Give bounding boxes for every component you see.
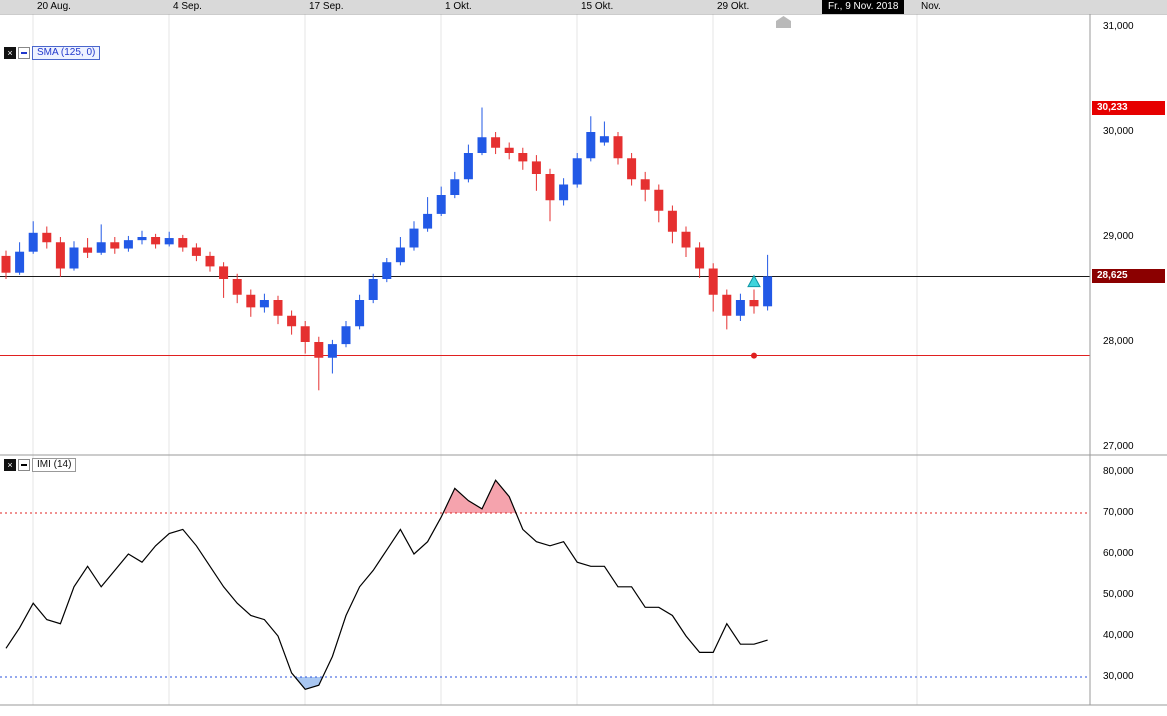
selected-date-badge: Fr., 9 Nov. 2018 <box>822 0 905 14</box>
date-axis[interactable]: Fr., 9 Nov. 2018 20 Aug. 4 Sep. 17 Sep. 1 O… <box>0 0 1167 14</box>
price-badge: 28,625 <box>1092 269 1165 284</box>
price-tick-label: 28,000 <box>1103 336 1134 347</box>
close-icon: × <box>7 460 13 470</box>
sma-close-button[interactable]: × <box>4 47 16 59</box>
imi-line-icon <box>21 464 27 466</box>
price-tick-label: 31,000 <box>1103 21 1134 32</box>
sma-line-icon <box>21 52 27 54</box>
date-tick-label: 29 Okt. <box>717 1 750 12</box>
imi-color-swatch-button[interactable] <box>18 459 30 471</box>
imi-tick-label: 40,000 <box>1103 630 1134 641</box>
date-tick-label: 15 Okt. <box>581 1 614 12</box>
imi-tick-label: 70,000 <box>1103 507 1134 518</box>
imi-tick-label: 80,000 <box>1103 466 1134 477</box>
price-badge: 30,233 <box>1092 100 1165 115</box>
close-icon: × <box>7 48 13 58</box>
price-tick-label: 30,000 <box>1103 126 1134 137</box>
price-tick-label: 27,000 <box>1103 441 1134 452</box>
imi-label[interactable]: IMI (14) <box>32 458 77 472</box>
sma-label[interactable]: SMA (125, 0) <box>32 46 101 60</box>
date-tick-label: 17 Sep. <box>309 1 344 12</box>
date-tick-label: Nov. <box>921 1 941 12</box>
imi-tick-label: 60,000 <box>1103 548 1134 559</box>
imi-tick-label: 50,000 <box>1103 589 1134 600</box>
price-tick-label: 29,000 <box>1103 231 1134 242</box>
sma-indicator-legend: × SMA (125, 0) <box>4 46 101 60</box>
date-tick-label: 20 Aug. <box>37 1 71 12</box>
imi-indicator-legend: × IMI (14) <box>4 458 77 472</box>
price-axis[interactable]: 31,000 30,000 29,000 28,000 27,000 80,000 70,0… <box>1090 0 1167 716</box>
date-tick-label: 4 Sep. <box>173 1 202 12</box>
imi-close-button[interactable]: × <box>4 459 16 471</box>
imi-tick-label: 30,000 <box>1103 671 1134 682</box>
date-tick-label: 1 Okt. <box>445 1 472 12</box>
sma-color-swatch-button[interactable] <box>18 47 30 59</box>
scroll-handle-icon[interactable] <box>776 16 791 28</box>
